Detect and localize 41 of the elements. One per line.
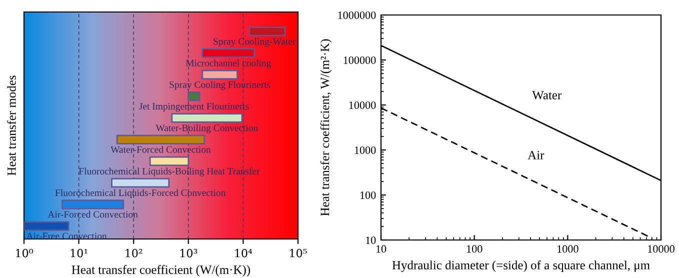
- bar: [171, 113, 243, 123]
- bar: [188, 92, 200, 102]
- x-tick-label: 1000: [558, 245, 578, 253]
- category-label: Air-Free Convection: [26, 232, 107, 240]
- x-axis-title: Hydraulic diameter (=side) of a square channel, μm: [392, 260, 650, 272]
- y-axis-title: Heat transfer modes: [6, 76, 16, 176]
- x-tick-label: 10000: [648, 245, 674, 253]
- series-label: Air: [528, 150, 544, 160]
- x-tick-label: 100: [466, 245, 482, 253]
- y-tick-label: 10: [366, 236, 376, 244]
- y-tick-label: 10000: [349, 101, 376, 109]
- series-label: Water: [532, 91, 562, 100]
- x-tick-label: 10: [376, 245, 386, 253]
- bar: [202, 70, 238, 80]
- bar: [202, 48, 256, 58]
- x-axis-title: Heat transfer coefficient (W/(m·K)): [72, 265, 250, 276]
- x-tick-label: 10⁵: [290, 248, 307, 258]
- bar: [62, 200, 124, 210]
- category-label: Fluorochemical Liquids-Forced Convection: [55, 189, 226, 198]
- x-tick-label: 10²: [126, 248, 142, 258]
- x-tick-label: 10⁰: [16, 248, 34, 258]
- y-axis-title: Heat transfer coefficient, W/(m²·K): [320, 39, 332, 216]
- y-tick-label: 1000: [354, 146, 376, 154]
- x-tick-label: 10⁴: [235, 248, 252, 258]
- x-tick-label: 10¹: [70, 248, 88, 258]
- category-label: Microchannel cooling: [186, 59, 271, 68]
- bar: [111, 178, 170, 188]
- y-tick-label: 100000: [344, 56, 376, 64]
- category-label: Air-Forced Convection: [48, 210, 138, 218]
- bar: [116, 134, 205, 144]
- x-tick-label: 10³: [180, 248, 198, 258]
- y-tick-label: 1000000: [338, 11, 376, 19]
- bar: [248, 26, 286, 36]
- bar: [149, 156, 190, 166]
- bar: [24, 221, 70, 231]
- category-label: Jet Impingement Flourinerts: [139, 102, 249, 112]
- category-label: Fluorochemical Liquids-Boiling Heat Transfer: [78, 168, 260, 176]
- category-label: Spray Cooling Flourinerts: [170, 81, 270, 90]
- y-tick-label: 100: [360, 191, 376, 199]
- category-label: Spray Cooling-Water: [214, 38, 296, 47]
- category-label: Water-Boiling Convection: [156, 124, 258, 134]
